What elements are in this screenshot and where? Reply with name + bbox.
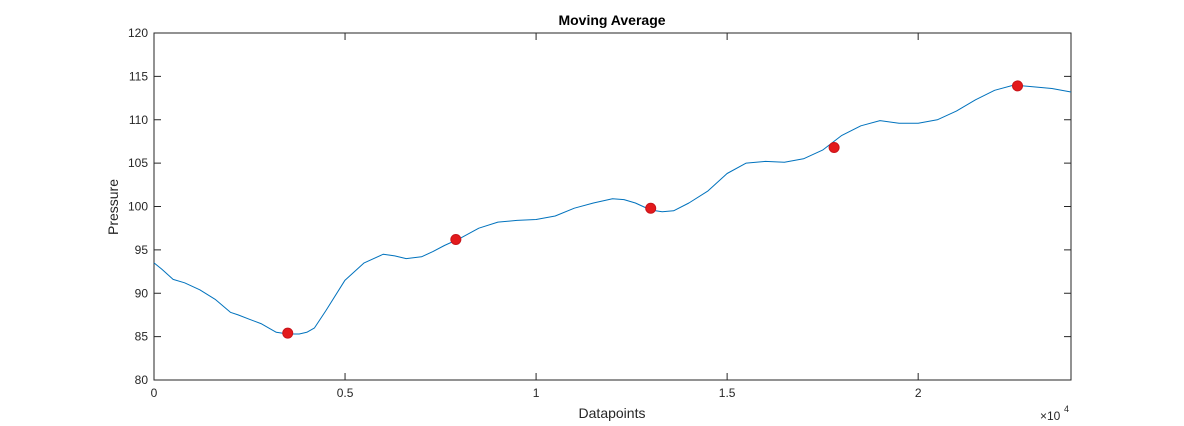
y-tick-label: 110 xyxy=(129,113,148,127)
x-axis: 0 0.5 1 1.5 2 xyxy=(151,33,922,400)
data-marker xyxy=(282,327,294,339)
x-tick-label: 2 xyxy=(915,386,922,400)
axes-box xyxy=(153,32,1072,381)
series-layer xyxy=(153,84,1072,335)
plot-area xyxy=(153,32,1072,381)
series-line xyxy=(153,84,1072,335)
marker-layer xyxy=(282,80,1024,339)
x-tick-label: 0.5 xyxy=(337,386,354,400)
x-exponent: ×10 4 xyxy=(1040,404,1069,423)
x-tick-label: 0 xyxy=(151,386,158,400)
data-marker xyxy=(450,233,462,245)
y-tick-label: 100 xyxy=(128,200,148,214)
y-tick-label: 120 xyxy=(128,26,148,40)
x-exponent-base: ×10 xyxy=(1040,409,1061,423)
data-marker xyxy=(828,142,840,154)
data-marker xyxy=(1012,80,1024,92)
x-axis-label: Datapoints xyxy=(579,405,646,421)
y-tick-label: 85 xyxy=(135,330,149,344)
x-exponent-power: 4 xyxy=(1064,404,1069,414)
x-tick-label: 1 xyxy=(533,386,540,400)
y-tick-label: 80 xyxy=(135,373,149,387)
y-tick-label: 90 xyxy=(135,286,149,300)
y-tick-label: 95 xyxy=(135,243,149,257)
data-marker xyxy=(645,202,657,214)
chart-title: Moving Average xyxy=(558,12,665,28)
y-axis-label: Pressure xyxy=(105,179,121,235)
x-tick-label: 1.5 xyxy=(719,386,736,400)
y-axis: 80 85 90 95 100 105 110 115 120 xyxy=(128,26,1071,387)
y-tick-label: 105 xyxy=(128,156,148,170)
y-tick-label: 115 xyxy=(129,69,148,83)
